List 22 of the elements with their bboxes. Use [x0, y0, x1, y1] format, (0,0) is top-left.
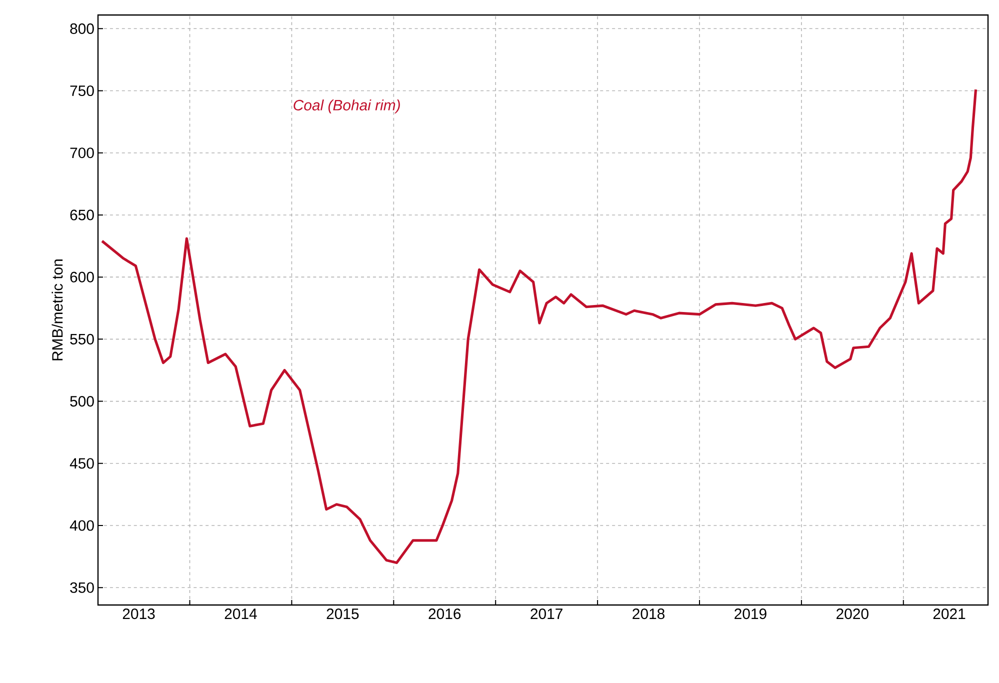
- y-tick-label: 400: [70, 520, 94, 531]
- y-axis-title: RMB/metric ton: [52, 259, 63, 360]
- x-tick-label: 2014: [224, 608, 257, 620]
- y-tick-label: 650: [70, 210, 94, 220]
- y-tick-label: 550: [70, 334, 94, 344]
- line-series: [100, 88, 978, 564]
- x-tick-label: 2015: [326, 608, 359, 620]
- x-tick-label: 2017: [530, 608, 562, 620]
- x-tick-label: 2016: [428, 608, 461, 620]
- text: Coal (Bohai rim): [294, 99, 400, 114]
- x-tick-label: 2020: [836, 608, 868, 620]
- y-tick-label: 600: [70, 272, 94, 282]
- y-tick-label: 750: [70, 85, 94, 96]
- x-tick-label: 2018: [632, 608, 664, 620]
- y-tick-label: 350: [70, 582, 94, 593]
- x-tick-label: 2013: [122, 608, 155, 620]
- x-tick-label: 2019: [734, 608, 766, 620]
- y-tick-label: 450: [70, 458, 94, 469]
- y-tick-label: 700: [70, 148, 94, 158]
- y-tick-label: 500: [70, 396, 94, 407]
- x-tick-label: 2021: [933, 608, 966, 620]
- y-tick-label: 800: [70, 23, 94, 34]
